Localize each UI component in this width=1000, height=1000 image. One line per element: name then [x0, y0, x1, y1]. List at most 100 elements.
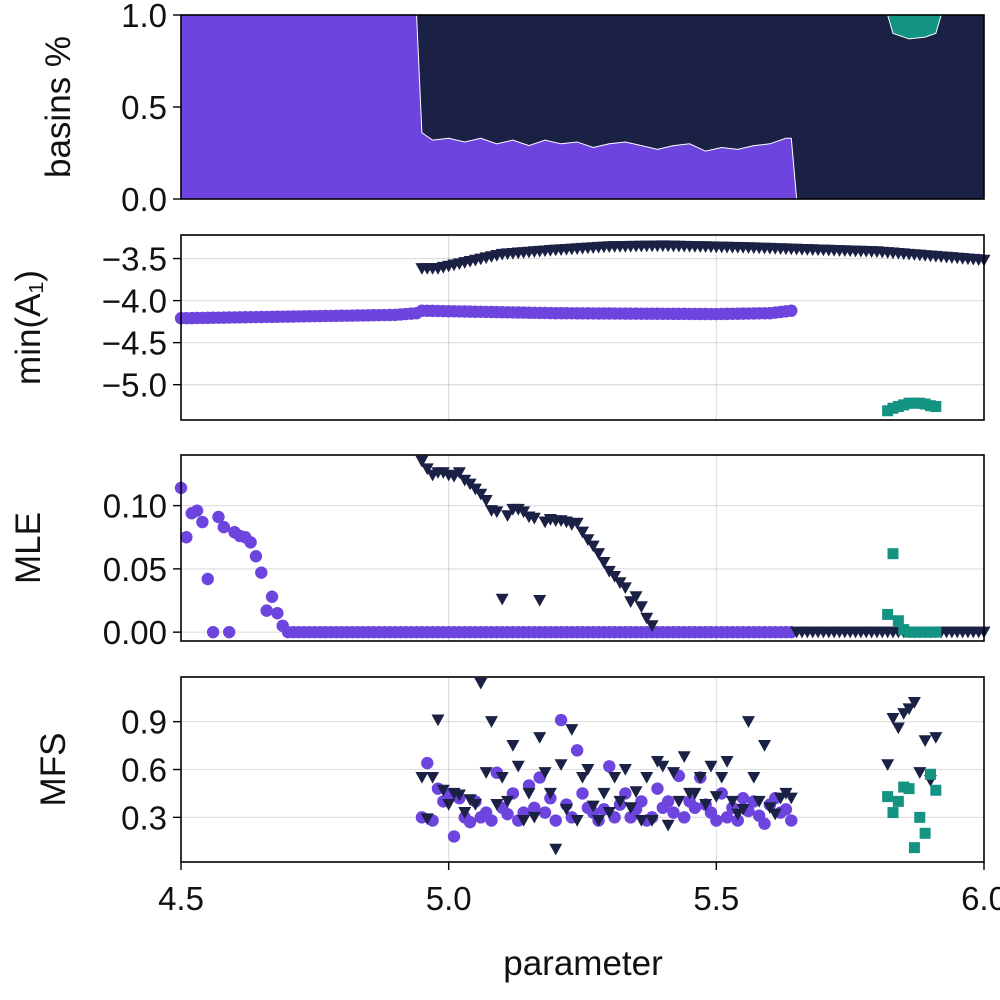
- panel-4-ytick-label-0: 0.3: [121, 799, 167, 836]
- panel-3-series-3-point-11: [474, 488, 488, 501]
- panel-4-background: [181, 677, 984, 862]
- panel-3-series-3-point-12: [479, 495, 493, 507]
- panel-4-series-3-point-9: [929, 732, 943, 744]
- panel-4-series-2-point-65: [763, 802, 777, 814]
- panel-4-series-2-point-3: [431, 714, 445, 727]
- panel-4-series-2-point-2: [426, 771, 440, 784]
- panel-3-series-3-point-22: [533, 594, 547, 607]
- panel-4-series-4-point-2: [892, 795, 904, 807]
- panel-3-series-5-point-2: [892, 615, 904, 627]
- panel-4-series-3-point-4: [902, 703, 916, 716]
- panel-4-series-2-point-55: [709, 791, 723, 803]
- panel-fill-layer: [181, 14, 984, 862]
- panel-4-series-2-point-4: [436, 784, 450, 797]
- panel-4-series-2-point-26: [554, 759, 568, 771]
- panel-3-series-5-point-1: [887, 548, 899, 560]
- panel-3-series-1-point-9: [222, 625, 236, 639]
- panel-frame-layer: [173, 14, 985, 870]
- panel-3-ytick-label-2: 0.10: [103, 488, 167, 525]
- panel-4-series-1-point-49: [678, 811, 691, 824]
- panel-2-ylabel: min(A₁): [9, 270, 48, 385]
- panel-3-series-3-point-42: [640, 612, 654, 625]
- panel-1-area-attractor-3: [887, 15, 942, 39]
- panel-3-series-3-point-34: [597, 557, 611, 569]
- panel-4-series-2-point-57: [720, 756, 734, 768]
- panel-3-series-3-point-38: [618, 582, 632, 595]
- panel-4-series-1-point-23: [538, 806, 552, 819]
- panel-4-series-2-point-18: [511, 760, 525, 773]
- panel-2-series-1-point-114: [785, 304, 798, 317]
- panel-4-series-2-point-49: [677, 751, 691, 763]
- panel-1-ytick-label-2: 1.0: [121, 0, 167, 34]
- panel-4-series-4-point-1: [887, 807, 899, 819]
- panel-4-series-2-point-63: [752, 795, 766, 808]
- panel-4-ylabel: MFS: [34, 733, 73, 807]
- panel-4-series-1-point-21: [528, 801, 541, 814]
- panel-2-ytick-label-0: −3.5: [102, 241, 167, 278]
- panel-4-series-2-point-23: [538, 767, 552, 779]
- panel-4-series-1-point-35: [603, 760, 616, 773]
- panel-4-series-2-point-36: [608, 771, 622, 784]
- panel-4-series-2-point-58: [725, 795, 739, 808]
- panel-2-frame: [180, 234, 985, 421]
- panel-4-series-2-point-53: [699, 799, 713, 811]
- panel-3-series-3-point-30: [576, 526, 589, 539]
- panel-4-series-1-point-55: [710, 814, 723, 827]
- panel-4-series-3-point-6: [913, 767, 927, 779]
- panel-4-series-2-point-51: [688, 787, 702, 800]
- panel-4-series-2-point-12: [479, 767, 493, 779]
- panel-4-series-2-point-52: [693, 771, 707, 784]
- panel-4-series-2-point-13: [484, 716, 498, 728]
- panel-2-background: [181, 235, 984, 420]
- panel-4-series-2-point-41: [634, 815, 648, 827]
- panel-3-series-1-point-18: [271, 606, 284, 620]
- panel-4-series-1-point-41: [635, 795, 648, 808]
- panel-4-series-2-point-0: [415, 771, 429, 784]
- panel-2-ytick-label-3: −5.0: [102, 367, 167, 404]
- panel-2-ytick-label-2: −4.5: [102, 325, 167, 362]
- panel-3-series-3-point-43: [645, 620, 659, 632]
- xtick-label-2: 5.5: [693, 880, 739, 917]
- panel-4-series-2-point-66: [768, 808, 782, 821]
- x-axis-label: parameter: [503, 944, 663, 983]
- panel-4-series-2-point-37: [613, 795, 627, 808]
- panel-4-series-2-point-31: [581, 763, 595, 776]
- panel-4-series-1-point-16: [501, 807, 514, 821]
- panel-4-series-1-point-47: [667, 806, 680, 819]
- panel-4-series-2-point-47: [667, 767, 681, 779]
- panel-4-series-2-point-20: [522, 787, 536, 800]
- panel-4-series-2-point-14: [490, 799, 504, 811]
- panel-4-series-1-point-26: [554, 713, 568, 727]
- panel-4-series-1-point-69: [785, 814, 798, 827]
- panel-4-series-2-point-46: [661, 819, 675, 832]
- axis-text-layer: 0.0 0.5 1.0 basins % −3.5 −4.0 −4.5 −5.0 min(A₁)…: [9, 0, 1000, 917]
- panel-4-series-2-point-30: [576, 771, 589, 784]
- panel-4-series-2-point-22: [533, 732, 547, 744]
- panel-4-series-4-point-9: [930, 784, 942, 796]
- panel-3-series-1-point-16: [260, 604, 273, 617]
- panel-4-series-3-point-2: [891, 722, 905, 735]
- panel-3-background: [181, 455, 984, 641]
- panel-4-series-4-point-8: [924, 768, 936, 780]
- panel-4-series-4-point-7: [919, 827, 931, 839]
- panel-4-series-1-point-59: [731, 814, 744, 827]
- panel-4-series-3-point-7: [918, 735, 932, 747]
- panel-3-series-3-point-36: [608, 570, 622, 583]
- panel-4-series-3-point-1: [886, 712, 900, 725]
- panel-4-series-3-point-5: [907, 696, 921, 709]
- panel-3-series-3-point-39: [624, 596, 638, 608]
- panel-4-series-1-point-29: [570, 744, 584, 757]
- panel-4-series-2-point-8: [458, 807, 472, 819]
- panel-4-series-4-point-4: [903, 783, 915, 795]
- panel-4-series-2-point-39: [624, 802, 638, 814]
- panel-3-series-3-point-21: [527, 512, 541, 525]
- panel-4-series-2-point-1: [420, 813, 434, 826]
- panel-1-ytick-label-0: 0.0: [121, 181, 167, 218]
- panel-3-series-1-point-6: [206, 625, 220, 639]
- panel-4-series-2-point-29: [570, 815, 584, 827]
- panel-4-series-1-point-13: [485, 814, 498, 827]
- panel-3-series-3-point-32: [586, 540, 600, 553]
- panel-3-series-3-point-7: [452, 467, 466, 479]
- panel-4-series-4-point-0: [882, 791, 894, 803]
- panel-4-series-2-point-42: [640, 771, 654, 784]
